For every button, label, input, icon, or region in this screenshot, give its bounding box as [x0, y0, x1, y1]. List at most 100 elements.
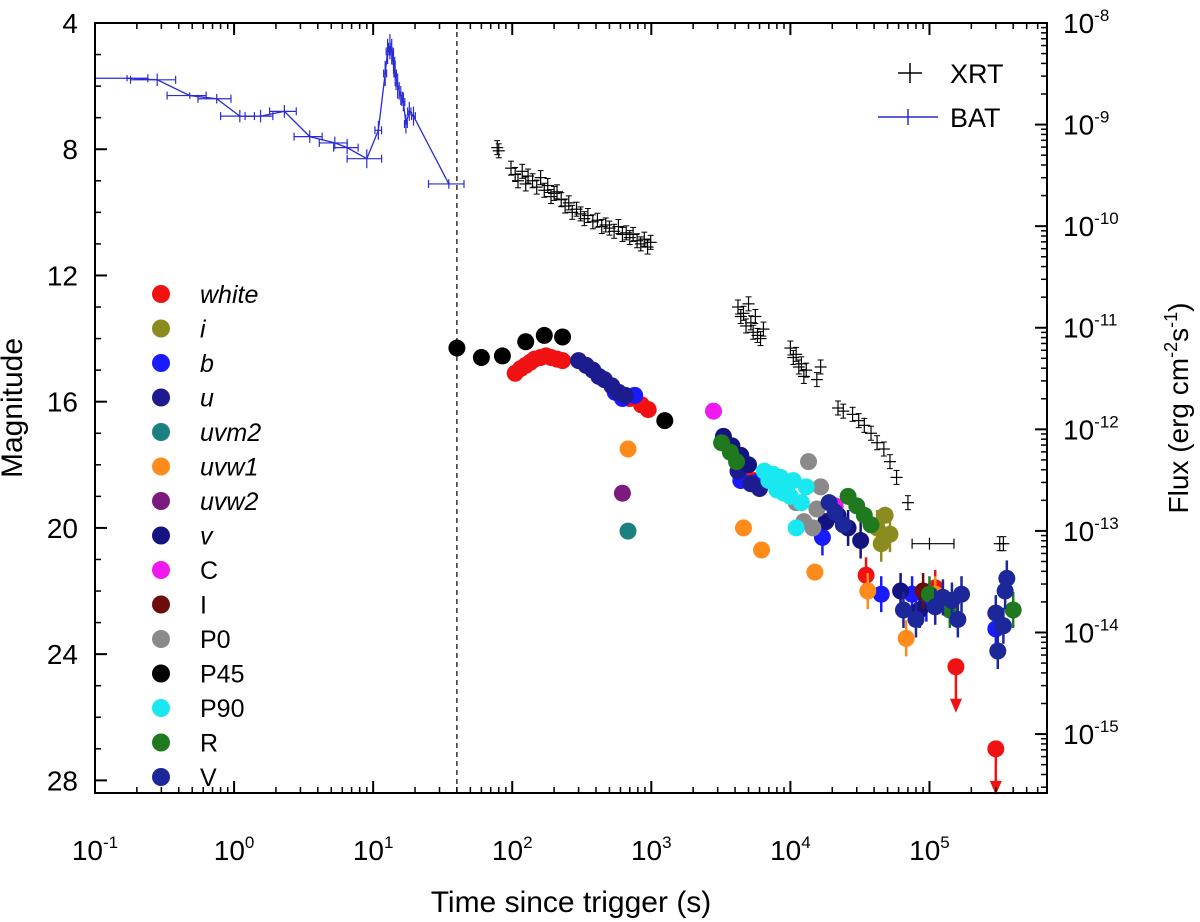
y-tick-label: 20	[47, 513, 78, 544]
legend-label-p0: P0	[200, 626, 231, 654]
y2-axis-label: Flux (erg cm-2s-1)	[1161, 303, 1194, 514]
series-v-point	[949, 610, 967, 628]
series-uvw1-point	[897, 629, 915, 647]
bat-curve	[127, 45, 450, 185]
y2-tick-label-exp: -10	[1094, 209, 1119, 228]
series-p90-point	[784, 472, 802, 490]
x-tick-label-exp: -1	[103, 833, 118, 852]
series-v-point	[892, 582, 910, 600]
legend-label-u: u	[200, 385, 214, 413]
y2-axis-label-end: )	[1163, 303, 1194, 312]
x-tick-label: 102	[492, 833, 533, 866]
legend-label-i: i	[200, 316, 207, 344]
y2-tick-label-base: 10	[1063, 110, 1094, 141]
y-tick-label: 28	[47, 765, 78, 796]
series-r-point	[862, 516, 880, 534]
x-tick-label: 105	[909, 833, 950, 866]
series-v-point	[852, 532, 870, 550]
legend-marker-uvw2	[152, 492, 170, 510]
x-tick-label: 104	[770, 833, 811, 866]
legend-marker-white	[152, 285, 170, 303]
y-tick-label: 24	[47, 639, 78, 670]
legend-xrt-bat: XRT BAT	[878, 59, 1004, 133]
series-uvm2-point	[619, 522, 637, 540]
series-white-upper-limit-arrow	[949, 698, 962, 713]
series-p90-point	[797, 478, 815, 496]
series-uvw1-point	[806, 563, 824, 581]
legend-marker-i	[152, 595, 170, 614]
plot-frame	[94, 22, 1048, 794]
series-white-point	[947, 658, 965, 676]
series-white-point	[639, 401, 657, 419]
series-v-point	[998, 569, 1016, 587]
series-uvw1-point	[619, 440, 637, 458]
series-p90-point	[787, 519, 805, 537]
y2-tick-label-base: 10	[1063, 313, 1094, 344]
x-tick-label: 10-1	[72, 833, 118, 866]
x-tick-label-base: 10	[770, 835, 801, 866]
legend-marker-p0	[152, 630, 170, 648]
series-v-point	[989, 642, 1007, 660]
legend-label-b: b	[200, 350, 214, 378]
series-white-point	[987, 740, 1005, 758]
y2-axis-label-mid: s	[1163, 328, 1194, 342]
legend-marker-p45	[152, 664, 170, 683]
series-c-point	[705, 402, 723, 420]
series-p90-point	[792, 494, 810, 512]
series-v-point	[894, 601, 912, 619]
x-tick-label-base: 10	[353, 835, 384, 866]
series-v-point	[996, 582, 1014, 600]
legend-label-r: R	[200, 730, 218, 758]
legend-label-white: white	[200, 281, 258, 309]
legend-label-p90: P90	[200, 695, 244, 723]
x-tick-label-exp: 4	[801, 833, 810, 852]
y2-tick-label: 10-8	[1063, 6, 1109, 39]
y2-tick-label-exp: -9	[1094, 108, 1109, 127]
y2-tick-label-exp: -12	[1094, 412, 1119, 431]
y-axis-label: Magnitude	[0, 338, 29, 478]
series-p0-point	[800, 453, 818, 471]
x-tick-label-base: 10	[72, 835, 103, 866]
y-tick-label: 16	[47, 387, 78, 418]
legend-top-label: XRT	[950, 59, 1004, 89]
y2-tick-label-base: 10	[1063, 617, 1094, 648]
series-r-point	[728, 453, 746, 471]
legend-marker-uvw1	[152, 457, 170, 476]
y-tick-label: 8	[62, 134, 78, 165]
series-v-point	[994, 617, 1012, 635]
y2-tick-label-base: 10	[1063, 414, 1094, 445]
series-v-point	[907, 610, 925, 628]
x-tick-label-exp: 0	[245, 833, 254, 852]
axis-ticks: 10-1 100 101 102 103 104 10548121620242810-810…	[47, 6, 1119, 866]
y2-tick-label: 10-12	[1063, 412, 1119, 445]
legend-label-v: v	[200, 523, 214, 551]
legend-marker-v	[152, 768, 170, 786]
y2-tick-label-exp: -8	[1094, 6, 1109, 25]
series-p45-point	[448, 339, 466, 357]
x-tick-label-base: 10	[909, 835, 940, 866]
series-b-point	[872, 585, 890, 603]
legend-marker-r	[152, 733, 170, 752]
legend-marker-c	[152, 561, 170, 579]
y2-tick-label: 10-9	[1063, 108, 1109, 141]
plot-area	[94, 23, 1022, 795]
y2-tick-label: 10-10	[1063, 209, 1119, 242]
legend-marker-b	[152, 354, 170, 372]
legend-top-label: BAT	[950, 103, 1001, 133]
y2-axis-label-sup1: -2	[1161, 342, 1181, 358]
x-axis-label: Time since trigger (s)	[431, 886, 712, 919]
series-uvw1-point	[753, 541, 771, 559]
y2-tick-label-base: 10	[1063, 719, 1094, 750]
series-p0-point	[804, 519, 822, 537]
series-p45-point	[472, 349, 490, 367]
y2-axis-label-sup2: -1	[1161, 312, 1181, 328]
series-p45-point	[517, 333, 535, 351]
series-u-point	[616, 386, 634, 404]
y2-tick-label-exp: -14	[1094, 615, 1119, 634]
x-tick-label-exp: 5	[940, 833, 949, 852]
series-white-point	[857, 566, 875, 584]
legend-label-v: V	[200, 764, 217, 792]
series-uvw1-point	[734, 519, 752, 537]
series-p45-point	[535, 326, 553, 344]
